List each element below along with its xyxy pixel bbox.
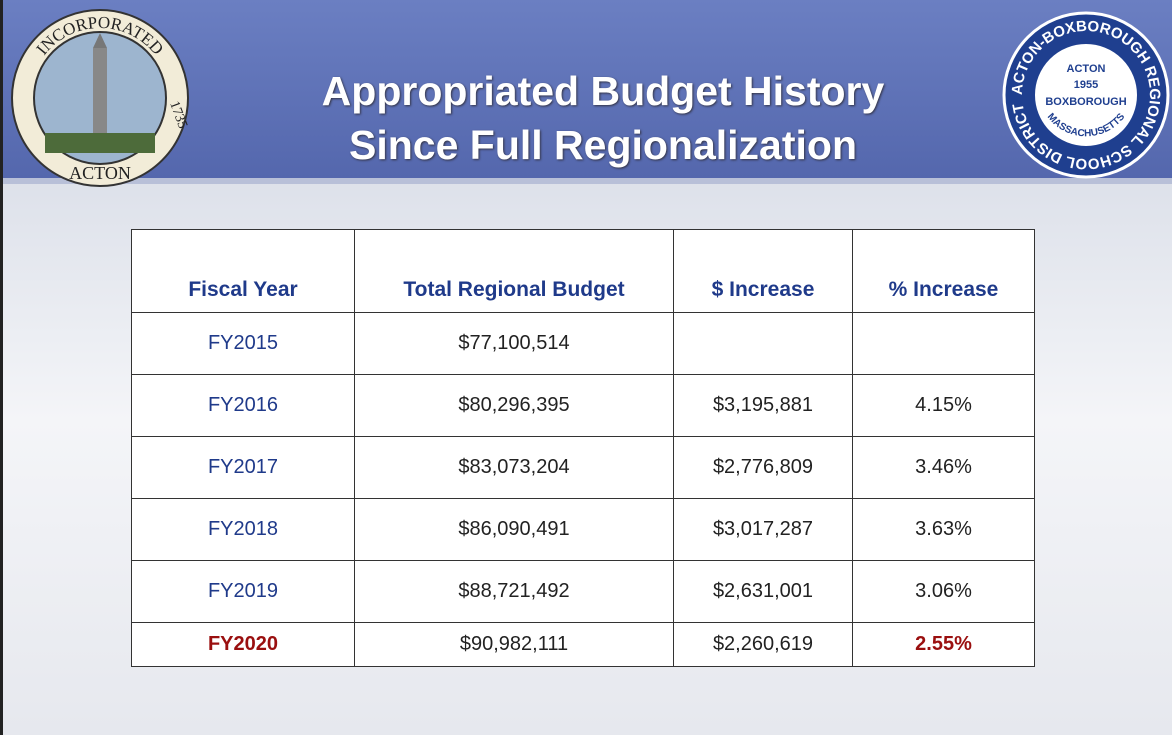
table-cell: $2,776,809 [674,437,853,499]
table-cell: FY2016 [132,375,355,437]
table-cell: 3.63% [853,499,1035,561]
table-cell: 4.15% [853,375,1035,437]
table-cell: $2,260,619 [674,623,853,667]
title: Appropriated Budget History Since Full R… [233,64,973,172]
column-header: Total Regional Budget [355,230,674,313]
table-cell: $2,631,001 [674,561,853,623]
table-row: FY2015$77,100,514 [132,313,1035,375]
seal-text: BOXBOROUGH [1045,96,1126,108]
table-cell: $77,100,514 [355,313,674,375]
table-cell: 2.55% [853,623,1035,667]
title-line: Appropriated Budget History [233,64,973,118]
seal-text: ACTON [1067,63,1106,75]
column-header: % Increase [853,230,1035,313]
title-line: Since Full Regionalization [233,118,973,172]
district-seal: ACTON-BOXBOROUGH REGIONAL SCHOOL DISTRIC… [1001,10,1171,180]
table-cell: FY2019 [132,561,355,623]
empty-cell [853,313,1035,375]
town-seal: INCORPORATED 1735 ACTON [5,3,195,193]
column-header: $ Increase [674,230,853,313]
table-cell: $83,073,204 [355,437,674,499]
column-header: Fiscal Year [132,230,355,313]
slide: INCORPORATED 1735 ACTON Appropriated Bud… [0,0,1172,735]
table-cell: $3,195,881 [674,375,853,437]
table-cell: FY2018 [132,499,355,561]
table-cell: FY2015 [132,313,355,375]
table-cell: FY2020 [132,623,355,667]
seal-text: ACTON [69,163,131,183]
table-cell: 3.46% [853,437,1035,499]
table-cell: $80,296,395 [355,375,674,437]
table-cell: 3.06% [853,561,1035,623]
table-cell: FY2017 [132,437,355,499]
table-cell: $90,982,111 [355,623,674,667]
table-cell: $88,721,492 [355,561,674,623]
seal-text: 1955 [1074,79,1098,91]
table-cell: $3,017,287 [674,499,853,561]
table-cell: $86,090,491 [355,499,674,561]
empty-cell [674,313,853,375]
